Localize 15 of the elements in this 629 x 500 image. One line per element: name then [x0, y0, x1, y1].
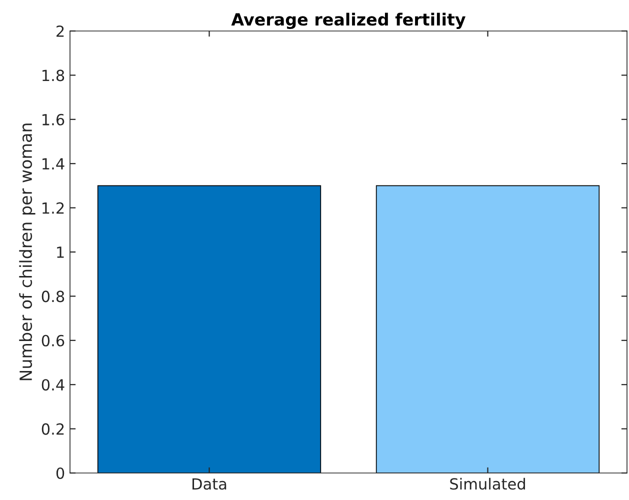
- x-tick-label: Data: [192, 478, 226, 490]
- y-tick-label: 1.4: [42, 158, 64, 170]
- y-tick-label: 1.6: [42, 114, 64, 126]
- chart-title: Average realized fertility: [231, 12, 466, 30]
- y-tick-label: 2: [56, 25, 64, 37]
- y-tick-label: 0.2: [42, 423, 64, 435]
- y-tick-label: 1.8: [42, 70, 64, 82]
- y-axis-title: Number of children per woman: [19, 124, 36, 380]
- y-tick-label: 1.2: [42, 202, 64, 214]
- y-tick-label: 0.8: [42, 290, 64, 302]
- x-tick-label: Simulated: [450, 478, 525, 490]
- y-tick-label: 0.4: [42, 379, 64, 391]
- y-tick-label: 1: [57, 246, 64, 258]
- y-tick-label: 0: [56, 467, 64, 480]
- y-tick-label: 0.6: [42, 334, 64, 346]
